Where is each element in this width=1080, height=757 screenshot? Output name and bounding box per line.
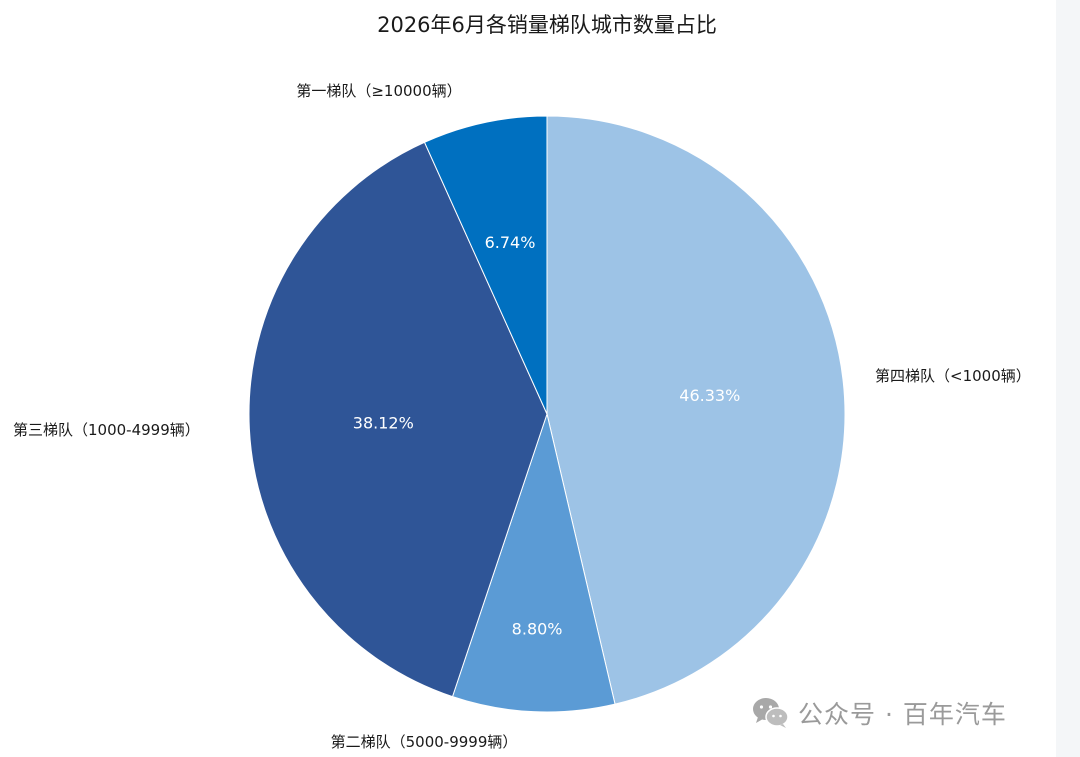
right-edge-strip [1056,0,1080,757]
percent-labels: 46.33% 8.80% 38.12% 6.74% [353,233,741,638]
slice-category-label: 第四梯队（<1000辆） [875,367,1031,385]
wechat-icon [753,698,789,728]
pie-slice [248,141,548,698]
pie-slice [546,115,846,705]
slice-percent-label: 46.33% [679,386,740,405]
watermark-text: 公众号 · 百年汽车 [798,700,1007,729]
pie-slice [451,412,616,713]
pie-chart: 2026年6月各销量梯队城市数量占比 46.33% 8.80% 38.12% 6.74… [13,13,1031,751]
watermark: 公众号 · 百年汽车 [752,693,1007,733]
chart-title: 2026年6月各销量梯队城市数量占比 [377,13,717,37]
slice-category-label: 第一梯队（≥10000辆） [296,82,461,100]
slice-category-label: 第二梯队（5000-9999辆） [331,733,518,751]
slice-percent-label: 38.12% [353,413,414,432]
slice-category-label: 第三梯队（1000-4999辆） [13,421,200,439]
slice-percent-label: 6.74% [485,233,536,252]
pie-slices [248,115,846,713]
pie-slice [423,115,548,415]
category-labels: 第四梯队（<1000辆） 第二梯队（5000-9999辆） 第三梯队（1000-49… [13,82,1031,751]
slice-percent-label: 8.80% [512,619,563,638]
